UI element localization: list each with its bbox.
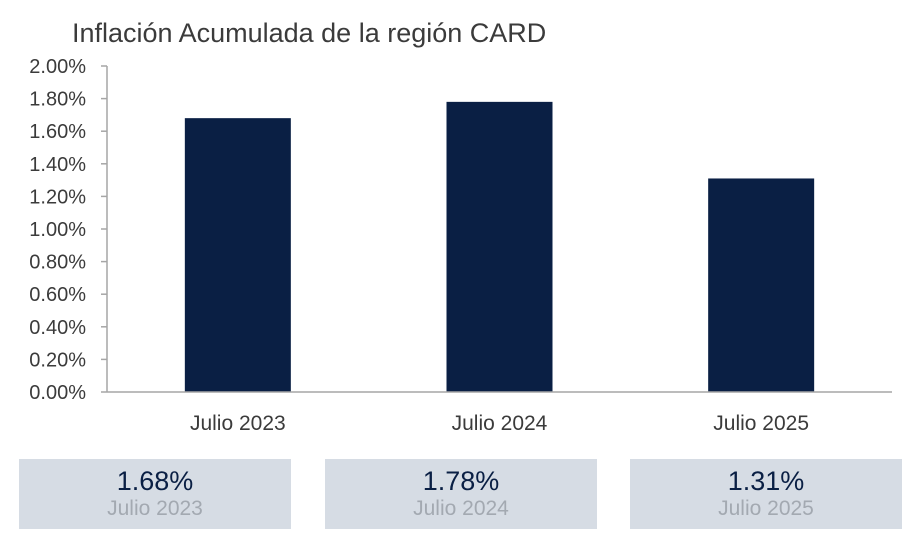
y-tick-label: 1.60% [29,121,86,143]
summary-value: 1.78% [422,466,500,496]
summary-label: Julio 2023 [107,497,203,520]
y-tick-label: 1.20% [29,186,86,208]
y-tick-label: 1.40% [29,154,86,176]
summary-value: 1.31% [727,466,805,496]
x-tick-label: Julio 2024 [452,412,548,435]
y-axis: 0.00% 0.20% 0.40% 0.60% 0.80% 1.00% 1.20% 1.40%… [29,56,108,404]
summary-value: 1.68% [116,466,194,496]
y-tick-label: 0.20% [29,349,86,371]
summary-card-julio-2023: 1.68% Julio 2023 [19,459,291,529]
x-axis: Julio 2023 Julio 2024 Julio 2025 [107,391,892,435]
y-tick-label: 0.60% [29,284,86,306]
y-tick-label: 0.00% [29,382,86,404]
summary-label: Julio 2024 [413,497,509,520]
bar [184,118,291,392]
summary-card-julio-2025: 1.31% Julio 2025 [630,459,902,529]
bar-chart: 0.00% 0.20% 0.40% 0.60% 0.80% 1.00% 1.20% 1.40%… [29,56,892,435]
summary-label: Julio 2025 [718,497,814,520]
bar [446,101,553,393]
summary-card-julio-2024: 1.78% Julio 2024 [325,459,597,529]
bars [184,101,815,393]
x-tick-label: Julio 2025 [713,412,809,435]
bar [708,178,815,392]
y-tick-label: 0.40% [29,317,86,339]
y-tick-label: 1.80% [29,89,86,111]
x-tick-label: Julio 2023 [190,412,286,435]
chart-title: Inflación Acumulada de la región CARD [72,18,547,48]
y-tick-label: 0.80% [29,252,86,274]
y-tick-label: 1.00% [29,219,86,241]
y-tick-label: 2.00% [29,56,86,78]
